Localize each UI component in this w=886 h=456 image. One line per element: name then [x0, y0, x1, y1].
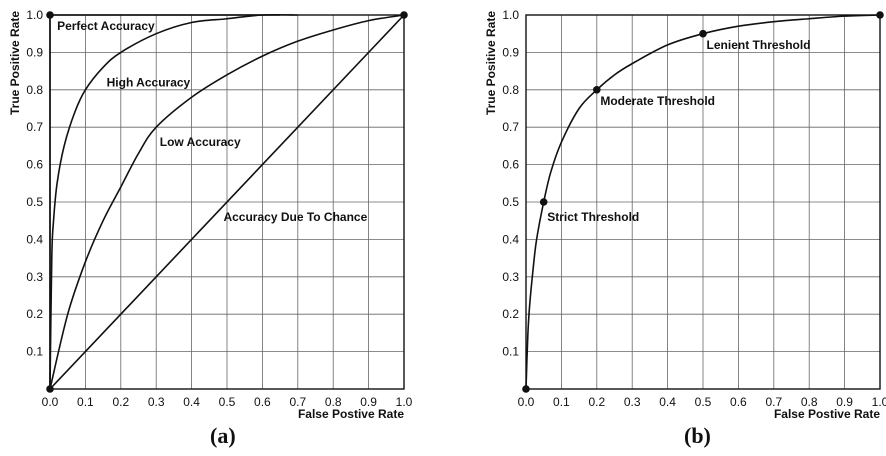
- x-axis-title: False Postive Rate: [774, 407, 880, 421]
- y-tick-label: 0.6: [502, 158, 519, 172]
- x-tick-label: 1.0: [872, 395, 886, 409]
- x-tick-label: 0.1: [77, 395, 94, 409]
- x-tick-label: 0.3: [148, 395, 165, 409]
- y-tick-label: 0.7: [26, 120, 43, 134]
- series-line-low-accuracy: [49, 14, 405, 390]
- data-point-marker: [876, 11, 884, 19]
- x-tick-label: 0.0: [518, 395, 535, 409]
- y-tick-label: 0.3: [26, 270, 43, 284]
- x-tick-label: 0.2: [588, 395, 605, 409]
- x-tick-label: 0.7: [765, 395, 782, 409]
- x-tick-label: 0.0: [42, 395, 59, 409]
- x-tick-label: 0.8: [325, 395, 342, 409]
- data-point-marker: [699, 29, 707, 38]
- y-tick-label: 0.5: [502, 195, 519, 209]
- x-tick-label: 0.4: [659, 395, 676, 409]
- y-axis-title: True Positive Rate: [484, 11, 498, 115]
- y-tick-label: 0.9: [26, 45, 43, 59]
- x-axis-title: False Postive Rate: [298, 407, 404, 421]
- plot-frame: [525, 14, 881, 390]
- y-tick-label: 0.2: [26, 307, 43, 321]
- annotation-perfect-accuracy: Perfect Accuracy: [57, 19, 155, 33]
- y-tick-label: 0.9: [502, 45, 519, 59]
- x-tick-label: 0.5: [219, 395, 236, 409]
- x-tick-label: 0.6: [254, 395, 271, 409]
- x-tick-label: 1.0: [396, 395, 413, 409]
- annotation-moderate-threshold: Moderate Threshold: [600, 94, 715, 108]
- x-tick-label: 0.9: [836, 395, 853, 409]
- y-tick-label: 0.1: [26, 345, 43, 359]
- annotation-lenient-threshold: Lenient Threshold: [707, 38, 811, 52]
- y-axis-title: True Positive Rate: [8, 11, 22, 115]
- y-tick-label: 0.5: [26, 195, 43, 209]
- data-point-marker: [522, 385, 530, 393]
- caption-a: (a): [210, 423, 236, 448]
- y-tick-label: 0.1: [502, 345, 519, 359]
- roc-chart-b: 0.0 0.1 0.2 0.3 0.4 0.5 0.6 0.7 0.8 0.9 1.0 0.1 0.2 0…: [484, 8, 886, 421]
- x-tick-label: 0.1: [553, 395, 570, 409]
- y-tick-label: 1.0: [502, 8, 519, 22]
- y-tick-label: 1.0: [26, 8, 43, 22]
- x-tick-label: 0.3: [624, 395, 641, 409]
- x-tick-label: 0.2: [112, 395, 129, 409]
- data-point-marker: [46, 11, 54, 19]
- y-tick-label: 0.4: [502, 232, 519, 246]
- data-point-marker: [400, 11, 408, 19]
- y-tick-label: 0.2: [502, 307, 519, 321]
- annotation-low-accuracy: Low Accuracy: [160, 135, 241, 149]
- x-tick-label: 0.4: [183, 395, 200, 409]
- x-tick-label: 0.9: [360, 395, 377, 409]
- y-tick-label: 0.8: [502, 83, 519, 97]
- x-tick-label: 0.8: [801, 395, 818, 409]
- series-line-high-accuracy: [49, 13, 298, 390]
- roc-chart-a: 0.0 0.1 0.2 0.3 0.4 0.5 0.6 0.7 0.8 0.9 1.0 0.1 0.2 0…: [8, 8, 413, 421]
- y-tick-label: 0.8: [26, 83, 43, 97]
- y-tick-label: 0.7: [502, 120, 519, 134]
- y-tick-label: 0.6: [26, 158, 43, 172]
- x-tick-label: 0.7: [289, 395, 306, 409]
- y-tick-label: 0.3: [502, 270, 519, 284]
- annotation-strict-threshold: Strict Threshold: [547, 210, 639, 224]
- data-point-marker: [46, 385, 54, 393]
- x-tick-label: 0.6: [730, 395, 747, 409]
- data-point-marker: [539, 198, 548, 206]
- data-point-marker: [593, 86, 601, 94]
- series-line-accuracy-due-to-chance: [49, 14, 405, 390]
- annotation-accuracy-due-to-chance: Accuracy Due To Chance: [223, 210, 367, 224]
- caption-b: (b): [684, 423, 711, 448]
- x-tick-label: 0.5: [695, 395, 712, 409]
- y-tick-label: 0.4: [26, 232, 43, 246]
- annotation-high-accuracy: High Accuracy: [107, 75, 191, 89]
